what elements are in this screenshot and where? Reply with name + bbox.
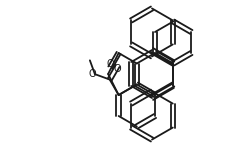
Text: O: O: [106, 59, 114, 69]
Text: O: O: [114, 64, 122, 74]
Text: O: O: [88, 69, 96, 79]
